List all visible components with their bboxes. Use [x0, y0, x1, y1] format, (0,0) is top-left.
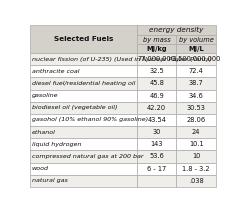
Bar — [176, 89, 216, 102]
Bar — [137, 163, 176, 175]
Bar — [137, 150, 176, 163]
Text: wood: wood — [32, 166, 49, 171]
Text: gasoline: gasoline — [32, 93, 58, 98]
Text: 10: 10 — [192, 154, 200, 159]
Text: 42.20: 42.20 — [147, 105, 166, 111]
Bar — [30, 89, 137, 102]
Bar — [176, 77, 216, 89]
Text: 72.4: 72.4 — [189, 68, 204, 74]
Text: Selected Fuels: Selected Fuels — [54, 36, 113, 42]
Text: diesel fuel/residential heating oil: diesel fuel/residential heating oil — [32, 81, 135, 86]
Bar — [30, 114, 137, 126]
Text: 34.6: 34.6 — [189, 93, 204, 99]
Text: anthracite coal: anthracite coal — [32, 69, 79, 74]
Text: energy density: energy density — [149, 27, 204, 33]
Bar — [137, 53, 176, 65]
Text: MJ/kg: MJ/kg — [146, 46, 167, 52]
Bar — [176, 44, 216, 53]
Text: 53.6: 53.6 — [149, 154, 164, 159]
Text: 43.54: 43.54 — [147, 117, 166, 123]
Text: nuclear fission (of U-235) (Used in Nuclear Power Plants): nuclear fission (of U-235) (Used in Nucl… — [32, 57, 212, 62]
Bar — [30, 163, 137, 175]
Text: 45.8: 45.8 — [149, 80, 164, 87]
Bar — [30, 150, 137, 163]
Text: 10.1: 10.1 — [189, 141, 204, 147]
Bar — [137, 77, 176, 89]
Bar — [137, 65, 176, 77]
Bar — [176, 175, 216, 187]
Text: 46.9: 46.9 — [149, 93, 164, 99]
Text: 38.7: 38.7 — [189, 80, 204, 87]
Bar — [30, 126, 137, 138]
Text: 6 - 17: 6 - 17 — [147, 166, 166, 172]
Text: .038: .038 — [189, 178, 204, 184]
Bar — [176, 114, 216, 126]
Text: 28.06: 28.06 — [187, 117, 206, 123]
Text: MJ/L: MJ/L — [188, 46, 204, 52]
Bar — [30, 25, 137, 53]
Bar — [176, 150, 216, 163]
Text: by volume: by volume — [179, 37, 214, 43]
Text: ethanol: ethanol — [32, 130, 56, 135]
Bar — [176, 65, 216, 77]
Bar — [30, 138, 137, 150]
Text: 77,000,000: 77,000,000 — [138, 56, 176, 62]
Bar — [30, 77, 137, 89]
Text: compressed natural gas at 200 bar: compressed natural gas at 200 bar — [32, 154, 143, 159]
Text: biodiesel oil (vegetable oil): biodiesel oil (vegetable oil) — [32, 105, 117, 110]
Bar — [176, 138, 216, 150]
Bar — [137, 89, 176, 102]
Bar — [137, 25, 216, 35]
Text: liquid hydrogen: liquid hydrogen — [32, 142, 81, 147]
Bar — [30, 53, 137, 65]
Bar — [176, 163, 216, 175]
Bar — [30, 65, 137, 77]
Text: gasohol (10% ethanol 90% gasoline): gasohol (10% ethanol 90% gasoline) — [32, 117, 148, 122]
Text: 24: 24 — [192, 129, 200, 135]
Text: 1.8 - 3.2: 1.8 - 3.2 — [182, 166, 210, 172]
Bar — [137, 126, 176, 138]
Text: 30: 30 — [153, 129, 161, 135]
Bar — [137, 114, 176, 126]
Bar — [137, 44, 176, 53]
Bar — [137, 102, 176, 114]
Text: 32.5: 32.5 — [149, 68, 164, 74]
Bar — [176, 126, 216, 138]
Bar — [137, 175, 176, 187]
Text: by mass: by mass — [143, 37, 171, 43]
Bar — [137, 138, 176, 150]
Text: 1,500,000,000: 1,500,000,000 — [172, 56, 220, 62]
Text: 30.53: 30.53 — [187, 105, 206, 111]
Bar — [176, 102, 216, 114]
Bar — [176, 35, 216, 44]
Text: 143: 143 — [150, 141, 163, 147]
Bar — [137, 35, 176, 44]
Text: natural gas: natural gas — [32, 178, 68, 183]
Bar — [30, 175, 137, 187]
Bar — [30, 102, 137, 114]
Bar — [176, 53, 216, 65]
